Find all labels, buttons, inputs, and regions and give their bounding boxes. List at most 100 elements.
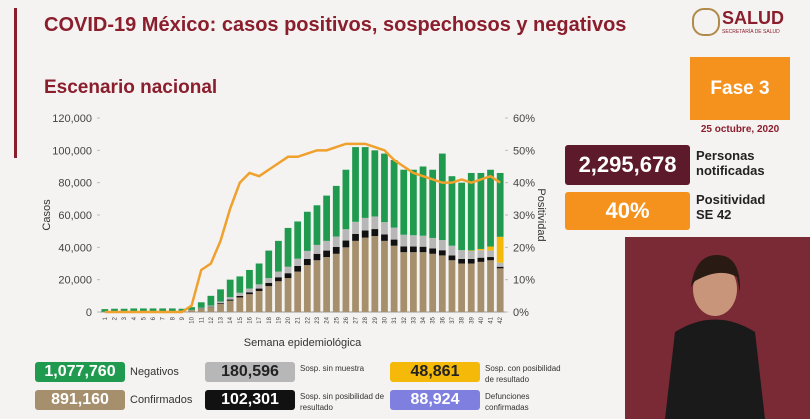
bar-segment	[381, 240, 388, 312]
bar-segment	[419, 235, 427, 247]
x-tick-label: 26	[344, 316, 350, 323]
bar-segment	[487, 257, 494, 261]
bar-segment	[438, 255, 446, 312]
x-axis-title: Semana epidemiológica	[244, 337, 362, 349]
x-tick-label: 34	[421, 316, 427, 323]
bar-segment	[101, 309, 109, 312]
y-tick-label: 0	[86, 307, 92, 319]
bar-segment	[275, 277, 282, 282]
bar-segment	[246, 288, 253, 293]
bar-segment	[458, 263, 465, 312]
bar-segment	[448, 245, 456, 256]
x-tick-label: 5	[141, 316, 147, 320]
bar-segment	[188, 310, 195, 312]
x-tick-label: 29	[373, 316, 379, 323]
bar-segment	[496, 172, 504, 237]
x-tick-label: 1	[103, 316, 109, 320]
bar-segment	[323, 257, 330, 312]
legend-total: 891,160	[35, 390, 125, 410]
y2-tick-label: 10%	[513, 275, 535, 287]
x-tick-label: 19	[276, 316, 282, 323]
legend-label: Defunciones confirmadas	[485, 392, 530, 412]
bar-segment	[303, 250, 311, 259]
bar-segment	[140, 308, 147, 312]
x-tick-label: 39	[469, 316, 475, 323]
bar-segment	[371, 216, 379, 230]
bar-segment	[448, 255, 456, 261]
x-tick-label: 2	[112, 316, 118, 320]
bar-segment	[419, 166, 427, 236]
bar-segment	[178, 308, 186, 311]
bar-segment	[255, 284, 263, 289]
bar-segment	[467, 263, 475, 312]
bar-segment	[332, 185, 340, 237]
y-tick-label: 120,000	[52, 113, 92, 125]
legend-total: 88,924	[390, 390, 480, 410]
y-axis-title: Casos	[41, 199, 53, 231]
bar-segment	[265, 278, 273, 283]
bar-segment	[438, 250, 446, 256]
bar-segment	[477, 250, 485, 258]
x-tick-label: 14	[228, 316, 234, 323]
bar-segment	[352, 233, 359, 241]
x-tick-label: 25	[334, 316, 340, 323]
bar-segment	[323, 240, 330, 251]
stat-label: Positividad SE 42	[696, 192, 766, 222]
bar-segment	[159, 308, 167, 312]
bar-segment	[390, 227, 398, 240]
bar-segment	[236, 276, 244, 293]
x-tick-label: 9	[180, 316, 186, 320]
bar-segment	[342, 229, 350, 241]
bar-segment	[303, 258, 311, 266]
x-tick-label: 42	[498, 316, 504, 323]
x-tick-label: 21	[296, 316, 302, 323]
bar-segment	[313, 253, 321, 261]
bar-segment	[255, 263, 263, 285]
bar-segment	[149, 308, 157, 312]
y2-tick-label: 60%	[513, 113, 535, 125]
bar-segment	[467, 172, 475, 251]
bar-segment	[332, 247, 340, 254]
bar-segment	[410, 235, 417, 247]
logo-emblem	[692, 8, 720, 36]
bar-segment	[361, 230, 369, 238]
x-tick-label: 40	[479, 316, 485, 323]
x-tick-label: 3	[122, 316, 128, 320]
stat-box: 40%	[565, 192, 690, 230]
x-tick-label: 10	[190, 316, 196, 323]
phase: Fase 3	[710, 77, 770, 99]
chart: 0 20,000 40,000 60,000 80,000 100,000 120,000 0…	[41, 113, 547, 349]
bar-segment	[400, 234, 408, 247]
x-tick-label: 8	[170, 316, 176, 320]
bar-segment	[246, 269, 253, 289]
bar-segment	[390, 245, 398, 312]
bar-segment	[410, 169, 417, 236]
bar-segment	[429, 169, 437, 238]
bar-segment	[361, 237, 369, 312]
x-tick-label: 22	[305, 316, 311, 323]
bar-segment	[496, 268, 504, 312]
bar-segment	[197, 307, 205, 309]
bar-segment	[120, 308, 128, 312]
x-tick-label: 33	[411, 316, 417, 323]
bar-segment	[226, 299, 234, 301]
legend-label: Sosp. sin muestra	[300, 364, 365, 373]
bar-segment	[207, 295, 215, 306]
x-tick-label: 13	[219, 316, 225, 323]
bar-segment	[429, 237, 437, 249]
bar-segment	[400, 169, 408, 235]
bar-segment	[217, 289, 224, 302]
x-tick-label: 28	[363, 316, 369, 323]
bar-segment	[313, 205, 321, 245]
bar-segment	[236, 295, 244, 298]
bar-segment	[265, 250, 273, 279]
bar-segment	[458, 258, 465, 264]
bar-segment	[275, 240, 282, 272]
bar-segment	[400, 246, 408, 253]
subtitle: Escenario nacional	[44, 77, 218, 98]
bar-segment	[294, 265, 302, 272]
bar-segment	[477, 257, 485, 262]
x-tick-label: 24	[325, 316, 331, 323]
bar-segment	[207, 305, 215, 307]
